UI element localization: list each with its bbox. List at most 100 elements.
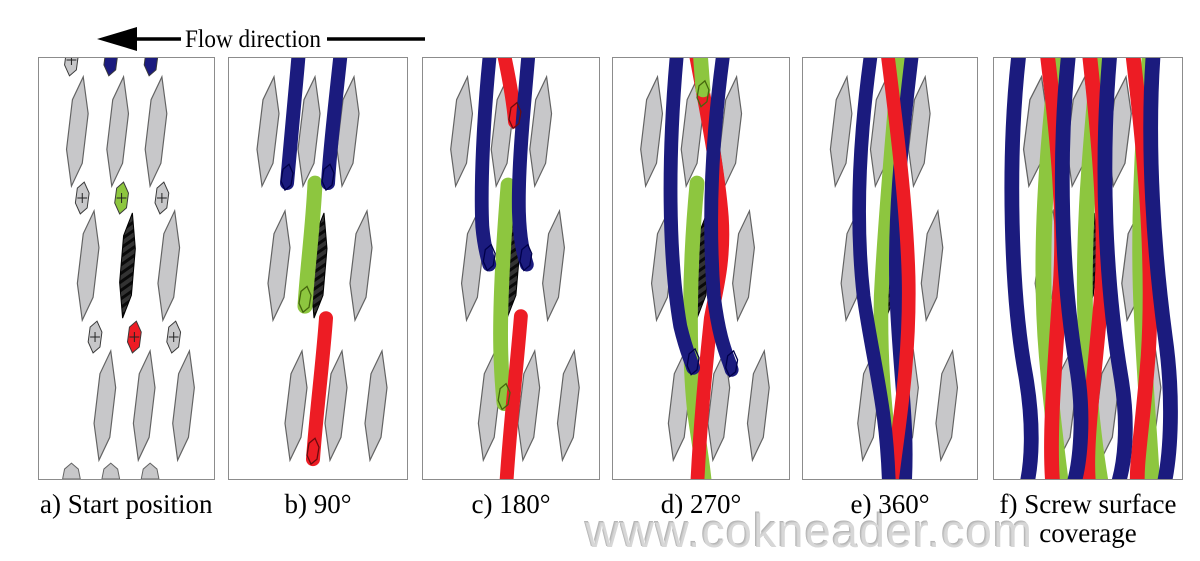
trace-red xyxy=(497,58,522,129)
panel-figure-c xyxy=(450,58,580,479)
trace-blue xyxy=(1054,58,1089,479)
trace-end-marker-blue xyxy=(725,349,739,378)
trace-end-marker-red xyxy=(306,437,320,466)
trace-end-marker-blue xyxy=(519,243,533,272)
trace-blue xyxy=(663,58,701,375)
arrowhead-left-icon xyxy=(97,27,137,51)
edge-diamond-tip xyxy=(140,462,160,479)
trace-blue xyxy=(280,58,306,191)
gray-diamond xyxy=(76,208,100,323)
plus-marker xyxy=(77,193,88,203)
panel-270deg xyxy=(612,57,790,480)
gray-diamond xyxy=(935,348,959,463)
black-hatched-diamond xyxy=(119,212,136,319)
panel-360deg xyxy=(802,57,978,480)
gray-diamond xyxy=(267,208,291,323)
small-diamond xyxy=(143,58,159,77)
gray-diamond xyxy=(349,208,373,323)
trace-red xyxy=(1125,58,1158,479)
surface-traces xyxy=(852,58,919,479)
gray-diamond xyxy=(829,74,853,189)
trace-blue xyxy=(474,58,497,272)
gray-diamond xyxy=(132,348,156,463)
plus-marker xyxy=(168,332,179,342)
gray-diamond xyxy=(297,74,321,189)
trace-red xyxy=(1080,58,1111,479)
caption-c: c) 180° xyxy=(471,489,551,519)
trace-end-marker-green xyxy=(497,382,511,411)
gray-diamond xyxy=(364,348,388,463)
gray-diamond xyxy=(106,74,130,189)
panel-figure-f xyxy=(1004,58,1178,479)
kneading-elements xyxy=(62,58,195,479)
gray-diamond xyxy=(556,348,580,463)
gray-diamond xyxy=(732,208,755,323)
surface-traces xyxy=(1004,58,1178,479)
edge-diamond-tip xyxy=(101,462,121,479)
trace-blue xyxy=(1097,58,1133,479)
flow-direction-arrow: Flow direction xyxy=(95,20,435,58)
gray-diamond xyxy=(746,348,770,463)
trace-blue xyxy=(1143,58,1178,479)
gray-diamond xyxy=(1107,74,1132,189)
trace-end-marker-green xyxy=(696,79,710,108)
gray-diamond xyxy=(144,74,168,189)
panel-screw-surface-coverage xyxy=(993,57,1183,480)
trace-red xyxy=(306,311,333,467)
trace-blue xyxy=(321,58,348,191)
trace-red xyxy=(1040,58,1070,479)
trace-blue xyxy=(1004,58,1039,479)
trace-end-marker-blue xyxy=(686,347,700,376)
plus-marker xyxy=(129,332,140,342)
small-diamond xyxy=(103,58,118,77)
trace-blue xyxy=(704,58,739,377)
gray-diamond xyxy=(172,348,195,463)
caption-e: e) 360° xyxy=(850,489,930,519)
trace-end-marker-blue xyxy=(321,163,335,192)
caption-f: f) Screw surface coverage xyxy=(999,489,1177,548)
trace-end-marker-green xyxy=(298,285,312,314)
gray-diamond xyxy=(336,74,360,189)
trace-red xyxy=(499,309,528,479)
trace-end-marker-red xyxy=(508,101,522,130)
trace-end-marker-blue xyxy=(280,163,294,192)
gray-diamond xyxy=(157,208,181,323)
trace-red xyxy=(881,58,916,479)
gray-diamond xyxy=(450,74,474,189)
surface-traces xyxy=(280,58,348,467)
trace-green xyxy=(297,175,323,314)
flow-direction-label: Flow direction xyxy=(185,26,321,53)
kneading-elements xyxy=(256,74,388,463)
gray-diamond xyxy=(529,74,553,189)
panel-figure-a xyxy=(62,58,195,479)
plus-marker xyxy=(116,193,127,203)
gray-diamond xyxy=(640,74,664,189)
gray-diamond xyxy=(920,208,944,323)
watermark: www.cokneader.com xyxy=(585,504,1034,557)
gray-diamond xyxy=(65,74,89,189)
gray-diamond xyxy=(707,348,731,463)
caption-b: b) 90° xyxy=(284,489,352,519)
panel-figure-e xyxy=(829,58,959,479)
gray-diamond xyxy=(542,208,565,323)
plus-marker xyxy=(66,58,77,65)
gray-diamond xyxy=(907,74,931,189)
trace-blue xyxy=(852,58,896,479)
trace-blue xyxy=(511,58,536,272)
panel-start-position xyxy=(38,57,215,480)
gray-diamond xyxy=(324,348,348,463)
gray-diamond xyxy=(517,348,541,463)
edge-diamond-tip xyxy=(62,462,81,479)
surface-traces xyxy=(663,58,739,479)
gray-diamond xyxy=(256,74,280,189)
caption-d: d) 270° xyxy=(660,489,742,519)
small-diamond xyxy=(64,58,79,77)
caption-a: a) Start position xyxy=(40,489,213,519)
plus-marker xyxy=(90,332,100,342)
panel-180deg xyxy=(422,57,600,480)
panel-figure-d xyxy=(640,58,770,479)
trace-green xyxy=(693,58,711,98)
panel-90deg xyxy=(228,57,408,480)
panel-figure-b xyxy=(256,58,388,467)
surface-traces xyxy=(474,58,536,479)
